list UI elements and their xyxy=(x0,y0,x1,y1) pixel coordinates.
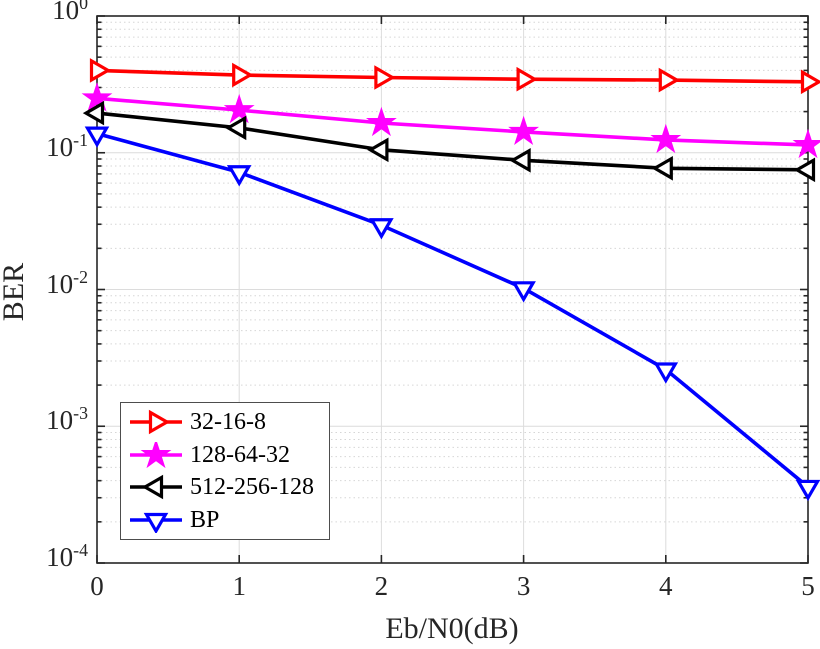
legend-item-128-64-32: 128-64-32 xyxy=(129,439,329,470)
pentagram-marker-icon xyxy=(130,441,182,468)
legend-item-bp: BP xyxy=(129,504,329,535)
y-axis-label: BER xyxy=(0,262,30,322)
minor-gridlines xyxy=(97,21,808,523)
triangle-down-marker-icon xyxy=(130,512,182,533)
x-tick-label-2: 2 xyxy=(374,571,389,601)
x-tick-label-5: 5 xyxy=(801,571,815,601)
x-tick-label-0: 0 xyxy=(90,571,104,601)
legend-item-label: 128-64-32 xyxy=(190,441,290,468)
x-axis-label: Eb/N0(dB) xyxy=(385,612,519,645)
legend-item-512-256-128: 512-256-128 xyxy=(129,472,329,503)
y-tick-label-1e-4: 10-4 xyxy=(46,540,88,572)
x-tick-label-3: 3 xyxy=(516,571,531,601)
series-BP xyxy=(84,126,820,502)
legend-item-label: 32-16-8 xyxy=(190,409,266,436)
x-tick-label-1: 1 xyxy=(232,571,246,601)
y-tick-label-1e0: 100 xyxy=(52,0,88,25)
legend-item-32-16-8: 32-16-8 xyxy=(129,407,329,438)
series-512-256-128 xyxy=(82,100,816,183)
y-tick-label-1e-1: 10-1 xyxy=(46,129,88,162)
y-tick-label-1e-3: 10-3 xyxy=(46,403,88,436)
series-128-64-32 xyxy=(81,82,820,159)
triangle-left-marker-icon xyxy=(130,474,182,500)
legend-item-label: BP xyxy=(190,506,220,533)
legend-item-label: 512-256-128 xyxy=(190,474,314,501)
series-32-16-8 xyxy=(89,58,820,95)
y-tick-label-1e-2: 10-2 xyxy=(46,266,88,299)
triangle-right-marker-icon xyxy=(130,409,182,435)
legend: 32-16-8 128-64-32 512-256-128 BP xyxy=(120,402,330,540)
x-tick-label-4: 4 xyxy=(659,571,673,601)
